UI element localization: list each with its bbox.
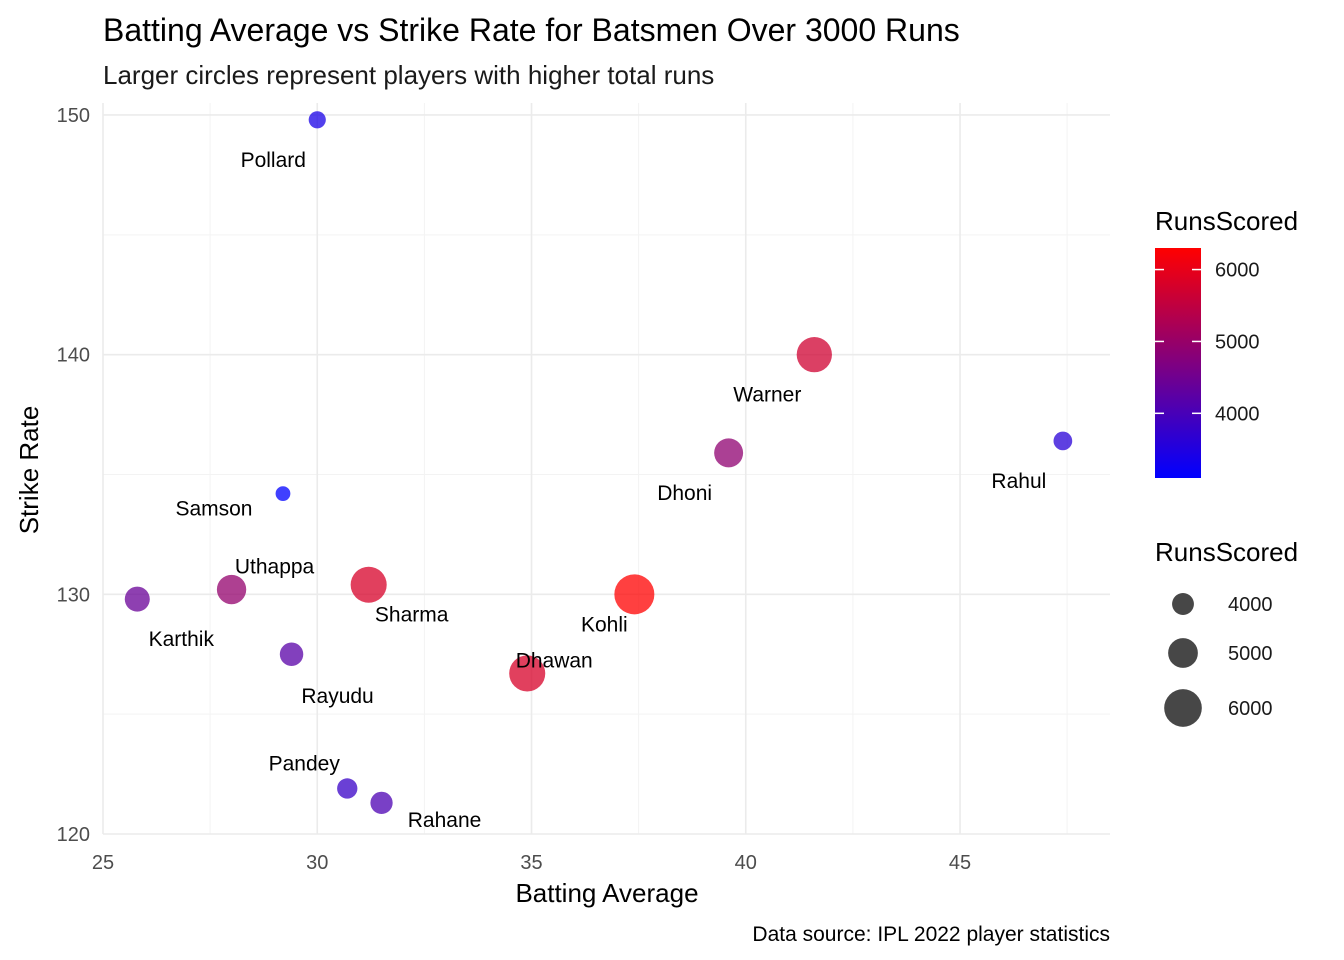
- size-legend-title: RunsScored: [1155, 537, 1298, 567]
- data-point-rayudu: [279, 642, 304, 666]
- data-point-rahane: [370, 791, 393, 814]
- x-tick-label: 25: [92, 852, 114, 874]
- color-legend-label: 4000: [1215, 403, 1260, 425]
- size-legend: RunsScored 4000 5000 6000: [1155, 537, 1298, 727]
- size-legend-circle: [1168, 638, 1198, 668]
- y-axis-title: Strike Rate: [14, 406, 44, 535]
- data-point-dhawan: [509, 655, 546, 692]
- data-point-sharma: [350, 566, 387, 603]
- x-axis-title: Batting Average: [515, 878, 698, 908]
- x-tick-label: 30: [306, 852, 328, 874]
- data-points: [124, 111, 1073, 814]
- x-axis-ticks: 25 30 35 40 45: [92, 852, 971, 874]
- point-label-pollard: Pollard: [241, 149, 306, 172]
- color-legend-title: RunsScored: [1155, 206, 1298, 236]
- data-point-pollard: [308, 111, 326, 129]
- point-label-rayudu: Rayudu: [301, 685, 373, 708]
- color-legend-label: 5000: [1215, 331, 1260, 353]
- point-label-pandey: Pandey: [269, 752, 341, 775]
- data-point-rahul: [1053, 431, 1073, 451]
- point-label-karthik: Karthik: [149, 628, 215, 651]
- data-point-dhoni: [714, 438, 744, 468]
- point-label-uthappa: Uthappa: [235, 556, 315, 579]
- point-label-warner: Warner: [733, 384, 801, 407]
- x-tick-label: 40: [735, 852, 757, 874]
- point-label-kohli: Kohli: [581, 613, 628, 636]
- point-label-dhawan: Dhawan: [516, 649, 593, 672]
- color-legend-bar: [1155, 248, 1201, 478]
- y-tick-label: 120: [57, 824, 90, 846]
- point-label-sharma: Sharma: [375, 604, 449, 627]
- point-labels: Pollard Warner Rahul Dhoni Samson Uthappa Kart…: [149, 149, 1047, 832]
- data-point-warner: [796, 337, 832, 373]
- color-legend-label: 6000: [1215, 260, 1260, 282]
- data-point-uthappa: [216, 574, 247, 605]
- color-legend: RunsScored 4000 5000 6000: [1155, 206, 1298, 478]
- point-label-rahane: Rahane: [408, 809, 482, 832]
- size-legend-label: 4000: [1228, 594, 1273, 616]
- data-point-kohli: [614, 574, 655, 615]
- point-label-samson: Samson: [175, 498, 252, 521]
- y-axis-ticks: 120 130 140 150: [57, 105, 90, 846]
- size-legend-circle: [1164, 689, 1202, 727]
- x-tick-label: 35: [520, 852, 542, 874]
- data-point-pandey: [337, 778, 358, 799]
- point-label-rahul: Rahul: [991, 470, 1046, 493]
- size-legend-items: 4000 5000 6000: [1164, 593, 1273, 727]
- size-legend-circle: [1172, 593, 1194, 615]
- chart-title: Batting Average vs Strike Rate for Batsm…: [103, 12, 960, 48]
- data-point-samson: [275, 486, 291, 502]
- point-label-dhoni: Dhoni: [657, 482, 712, 505]
- y-tick-label: 130: [57, 584, 90, 606]
- data-point-karthik: [124, 586, 150, 612]
- size-legend-label: 5000: [1228, 643, 1273, 665]
- y-tick-label: 140: [57, 345, 90, 367]
- size-legend-label: 6000: [1228, 698, 1273, 720]
- color-legend-ticks: 4000 5000 6000: [1155, 260, 1260, 425]
- chart-caption: Data source: IPL 2022 player statistics: [752, 923, 1110, 946]
- x-tick-label: 45: [949, 852, 971, 874]
- chart-subtitle: Larger circles represent players with hi…: [103, 60, 714, 90]
- y-tick-label: 150: [57, 105, 90, 127]
- plot-grid: [102, 103, 1110, 835]
